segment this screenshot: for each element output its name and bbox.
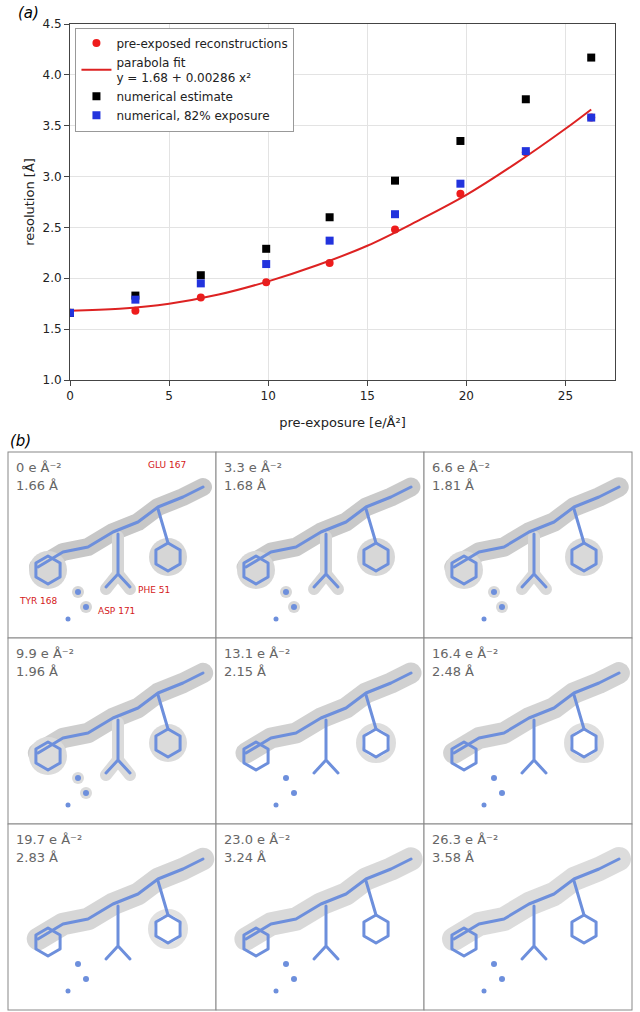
svg-text:16.4 e Å⁻²: 16.4 e Å⁻² [432, 646, 498, 661]
svg-text:TYR 168: TYR 168 [19, 596, 58, 606]
svg-text:1.96 Å: 1.96 Å [16, 664, 58, 679]
svg-text:0 e Å⁻²: 0 e Å⁻² [16, 460, 62, 475]
svg-text:4.0: 4.0 [43, 68, 62, 82]
svg-text:25: 25 [558, 389, 573, 403]
svg-text:13.1 e Å⁻²: 13.1 e Å⁻² [224, 646, 290, 661]
svg-text:4.5: 4.5 [43, 17, 62, 31]
svg-text:(a): (a) [18, 4, 39, 22]
svg-text:0: 0 [66, 389, 74, 403]
svg-text:1.5: 1.5 [43, 322, 62, 336]
svg-text:3.5: 3.5 [43, 119, 62, 133]
svg-text:numerical, 82% exposure: numerical, 82% exposure [116, 109, 269, 123]
svg-text:20: 20 [459, 389, 474, 403]
svg-text:3.24 Å: 3.24 Å [224, 850, 266, 865]
svg-text:1.81 Å: 1.81 Å [432, 478, 474, 493]
svg-text:3.3 e Å⁻²: 3.3 e Å⁻² [224, 460, 282, 475]
svg-text:5: 5 [165, 389, 173, 403]
svg-text:1.66 Å: 1.66 Å [16, 478, 58, 493]
svg-text:1.68 Å: 1.68 Å [224, 478, 266, 493]
svg-text:2.83 Å: 2.83 Å [16, 850, 58, 865]
svg-text:9.9 e Å⁻²: 9.9 e Å⁻² [16, 646, 74, 661]
svg-text:pre-exposed reconstructions: pre-exposed reconstructions [116, 37, 287, 51]
svg-text:19.7 e Å⁻²: 19.7 e Å⁻² [16, 832, 82, 847]
svg-text:15: 15 [360, 389, 375, 403]
svg-text:PHE 51: PHE 51 [138, 585, 170, 595]
svg-text:pre-exposure [e/Å²]: pre-exposure [e/Å²] [279, 415, 406, 430]
svg-text:numerical estimate: numerical estimate [116, 90, 232, 104]
svg-text:ASP 171: ASP 171 [98, 606, 135, 616]
svg-text:3.58 Å: 3.58 Å [432, 850, 474, 865]
svg-text:1.0: 1.0 [43, 373, 62, 387]
svg-text:10: 10 [261, 389, 276, 403]
svg-text:2.5: 2.5 [43, 221, 62, 235]
svg-text:resolution [Å]: resolution [Å] [22, 158, 37, 246]
svg-text:(b): (b) [10, 432, 31, 450]
svg-text:2.48 Å: 2.48 Å [432, 664, 474, 679]
svg-text:26.3 e Å⁻²: 26.3 e Å⁻² [432, 832, 498, 847]
svg-text:6.6 e Å⁻²: 6.6 e Å⁻² [432, 460, 490, 475]
svg-text:GLU 167: GLU 167 [148, 460, 186, 470]
svg-text:2.0: 2.0 [43, 271, 62, 285]
svg-text:23.0 e Å⁻²: 23.0 e Å⁻² [224, 832, 290, 847]
svg-text:2.15 Å: 2.15 Å [224, 664, 266, 679]
svg-text:3.0: 3.0 [43, 170, 62, 184]
svg-text:parabola fity = 1.68 + 0.00286: parabola fity = 1.68 + 0.00286 x² [116, 56, 251, 86]
